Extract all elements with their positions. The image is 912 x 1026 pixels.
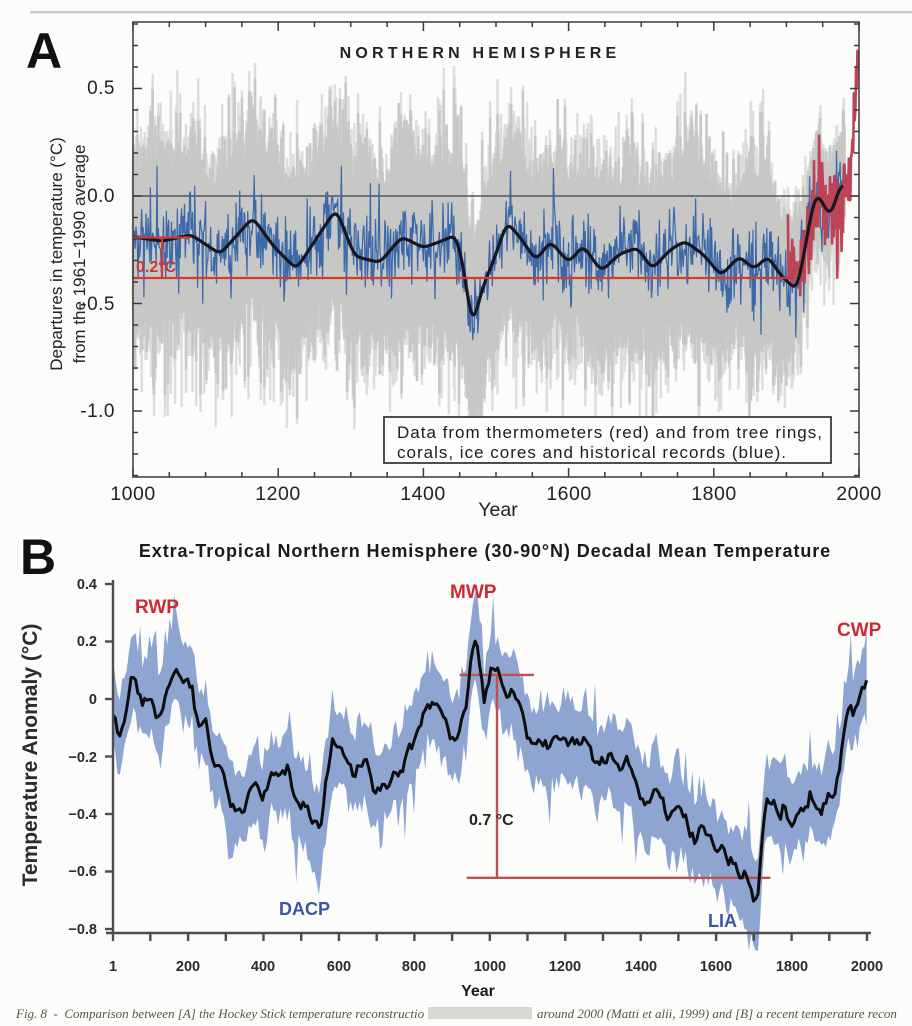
svg-text:Data from thermometers (red) a: Data from thermometers (red) and from tr… (397, 423, 823, 442)
svg-text:−0.8: −0.8 (68, 922, 97, 938)
svg-text:2000: 2000 (851, 959, 883, 975)
svg-text:600: 600 (327, 959, 351, 975)
svg-text:2000: 2000 (836, 483, 881, 505)
svg-text:−0.2: −0.2 (68, 750, 97, 766)
svg-text:Fig. 8 - Comparison between: Fig. 8 - Comparison between [A] the Hock… (15, 1006, 425, 1021)
svg-text:around 2000 (Matti et alii, 19: around 2000 (Matti et alii, 1999) and [B… (537, 1006, 897, 1021)
svg-text:MWP: MWP (450, 582, 497, 603)
svg-text:B: B (20, 529, 56, 585)
svg-text:1400: 1400 (400, 483, 445, 505)
svg-text:1000: 1000 (110, 483, 155, 505)
svg-text:0: 0 (89, 692, 97, 708)
svg-text:Year: Year (478, 499, 518, 521)
svg-text:corals, ice cores and historic: corals, ice cores and historical records… (397, 443, 787, 462)
svg-text:0.7 °C: 0.7 °C (469, 812, 514, 829)
svg-text:RWP: RWP (135, 597, 179, 618)
svg-text:800: 800 (402, 959, 426, 975)
svg-text:400: 400 (251, 959, 275, 975)
svg-text:A: A (26, 23, 62, 79)
svg-text:0.2°C: 0.2°C (136, 259, 177, 276)
svg-text:200: 200 (176, 959, 200, 975)
svg-text:Extra-Tropical Northern Hemisp: Extra-Tropical Northern Hemisphere (30-9… (139, 541, 831, 561)
svg-text:−0.4: −0.4 (68, 807, 97, 823)
svg-text:0.4: 0.4 (77, 577, 97, 593)
svg-text:-1.0: -1.0 (80, 401, 115, 422)
svg-text:1400: 1400 (625, 959, 657, 975)
svg-text:Year: Year (461, 983, 495, 1000)
svg-text:Departures in temperature (°C): Departures in temperature (°C) (47, 137, 66, 371)
svg-text:DACP: DACP (279, 899, 330, 919)
svg-text:0.5: 0.5 (87, 78, 115, 99)
svg-text:1000: 1000 (474, 959, 506, 975)
svg-text:1: 1 (109, 959, 117, 975)
svg-text:1800: 1800 (691, 483, 736, 505)
svg-text:CWP: CWP (837, 620, 882, 641)
svg-text:1600: 1600 (546, 483, 591, 505)
svg-text:1800: 1800 (776, 959, 808, 975)
svg-text:1200: 1200 (255, 483, 300, 505)
svg-text:Temperature Anomaly (°C): Temperature Anomaly (°C) (19, 624, 42, 887)
svg-text:−0.6: −0.6 (68, 864, 97, 880)
svg-text:LIA: LIA (708, 911, 737, 931)
svg-text:NORTHERN HEMISPHERE: NORTHERN HEMISPHERE (340, 45, 621, 62)
svg-text:-0.5: -0.5 (80, 294, 115, 315)
svg-text:0.2: 0.2 (77, 634, 97, 650)
svg-text:1600: 1600 (700, 959, 732, 975)
svg-text:1200: 1200 (549, 959, 581, 975)
svg-text:0.0: 0.0 (87, 186, 115, 207)
svg-text:from the 1961−1990 average: from the 1961−1990 average (70, 145, 89, 364)
